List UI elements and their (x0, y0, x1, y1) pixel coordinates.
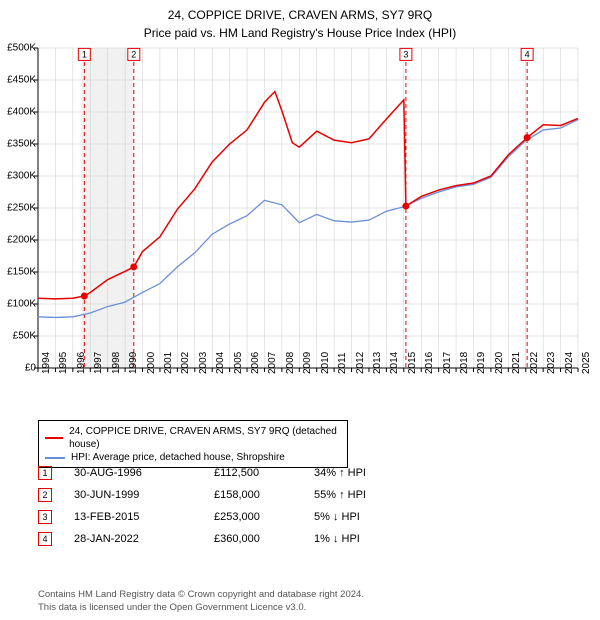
chart-svg: 1 2 3 4 (38, 48, 578, 368)
chart-area: £0£50K£100K£150K£200K£250K£300K£350K£400… (38, 48, 578, 368)
y-tick-label: £100K (0, 299, 36, 310)
y-tick-label: £250K (0, 203, 36, 214)
x-tick-label: 2008 (285, 352, 296, 374)
title-line-1: 24, COPPICE DRIVE, CRAVEN ARMS, SY7 9RQ (0, 0, 600, 22)
y-tick-label: £150K (0, 267, 36, 278)
x-tick-label: 2020 (494, 352, 505, 374)
transaction-table: 1 30-AUG-1996£112,50034% ↑ HPI 2 30-JUN-199… (38, 462, 404, 550)
transaction-date: 28-JAN-2022 (74, 533, 214, 545)
x-tick-label: 2004 (215, 352, 226, 374)
x-tick-label: 2012 (355, 352, 366, 374)
transaction-price: £158,000 (214, 489, 314, 501)
x-tick-label: 1998 (111, 352, 122, 374)
x-tick-label: 1995 (58, 352, 69, 374)
x-tick-label: 2003 (198, 352, 209, 374)
x-tick-label: 2016 (424, 352, 435, 374)
transaction-row: 4 28-JAN-2022£360,0001% ↓ HPI (38, 528, 404, 550)
x-tick-label: 2002 (180, 352, 191, 374)
y-tick-label: £200K (0, 235, 36, 246)
legend-text: 24, COPPICE DRIVE, CRAVEN ARMS, SY7 9RQ … (69, 425, 341, 451)
x-tick-label: 1999 (128, 352, 139, 374)
footer-attribution: Contains HM Land Registry data © Crown c… (38, 588, 364, 614)
transaction-row: 2 30-JUN-1999£158,00055% ↑ HPI (38, 484, 404, 506)
x-tick-label: 2007 (267, 352, 278, 374)
x-tick-label: 2019 (476, 352, 487, 374)
x-tick-label: 2006 (250, 352, 261, 374)
x-tick-label: 2014 (389, 352, 400, 374)
x-tick-label: 2000 (146, 352, 157, 374)
transaction-price: £112,500 (214, 467, 314, 479)
footer-line-1: Contains HM Land Registry data © Crown c… (38, 588, 364, 601)
transaction-diff: 5% ↓ HPI (314, 511, 404, 523)
legend-swatch (45, 437, 63, 439)
legend-item: 24, COPPICE DRIVE, CRAVEN ARMS, SY7 9RQ … (45, 425, 341, 451)
x-tick-label: 1996 (76, 352, 87, 374)
y-tick-label: £400K (0, 107, 36, 118)
y-tick-label: £450K (0, 75, 36, 86)
legend: 24, COPPICE DRIVE, CRAVEN ARMS, SY7 9RQ … (38, 420, 348, 468)
title-line-2: Price paid vs. HM Land Registry's House … (0, 22, 600, 40)
y-tick-label: £300K (0, 171, 36, 182)
transaction-index-box: 4 (38, 532, 52, 546)
x-tick-label: 2009 (302, 352, 313, 374)
svg-text:3: 3 (403, 49, 408, 59)
x-tick-label: 1994 (41, 352, 52, 374)
y-tick-label: £0 (0, 363, 36, 374)
svg-text:2: 2 (131, 49, 136, 59)
y-tick-label: £500K (0, 43, 36, 54)
titles: 24, COPPICE DRIVE, CRAVEN ARMS, SY7 9RQ … (0, 0, 600, 40)
x-tick-label: 2025 (581, 352, 592, 374)
svg-text:1: 1 (82, 49, 87, 59)
x-tick-label: 2015 (407, 352, 418, 374)
transaction-diff: 1% ↓ HPI (314, 533, 404, 545)
y-tick-label: £350K (0, 139, 36, 150)
x-tick-label: 1997 (93, 352, 104, 374)
transaction-index-box: 1 (38, 466, 52, 480)
svg-text:4: 4 (525, 49, 530, 59)
x-tick-label: 2021 (511, 352, 522, 374)
transaction-date: 13-FEB-2015 (74, 511, 214, 523)
y-tick-label: £50K (0, 331, 36, 342)
transaction-price: £253,000 (214, 511, 314, 523)
transaction-diff: 34% ↑ HPI (314, 467, 404, 479)
x-tick-label: 2017 (442, 352, 453, 374)
transaction-index-box: 2 (38, 488, 52, 502)
x-tick-label: 2023 (546, 352, 557, 374)
x-tick-label: 2010 (320, 352, 331, 374)
transaction-diff: 55% ↑ HPI (314, 489, 404, 501)
x-tick-label: 2005 (233, 352, 244, 374)
transaction-index-box: 3 (38, 510, 52, 524)
x-tick-label: 2018 (459, 352, 470, 374)
transaction-date: 30-JUN-1999 (74, 489, 214, 501)
transaction-price: £360,000 (214, 533, 314, 545)
x-tick-label: 2013 (372, 352, 383, 374)
x-tick-label: 2011 (337, 352, 348, 374)
page: 24, COPPICE DRIVE, CRAVEN ARMS, SY7 9RQ … (0, 0, 600, 620)
transaction-date: 30-AUG-1996 (74, 467, 214, 479)
transaction-row: 3 13-FEB-2015£253,0005% ↓ HPI (38, 506, 404, 528)
x-tick-label: 2024 (564, 352, 575, 374)
x-tick-label: 2022 (529, 352, 540, 374)
transaction-row: 1 30-AUG-1996£112,50034% ↑ HPI (38, 462, 404, 484)
footer-line-2: This data is licensed under the Open Gov… (38, 601, 364, 614)
legend-swatch (45, 457, 65, 459)
x-tick-label: 2001 (163, 352, 174, 374)
